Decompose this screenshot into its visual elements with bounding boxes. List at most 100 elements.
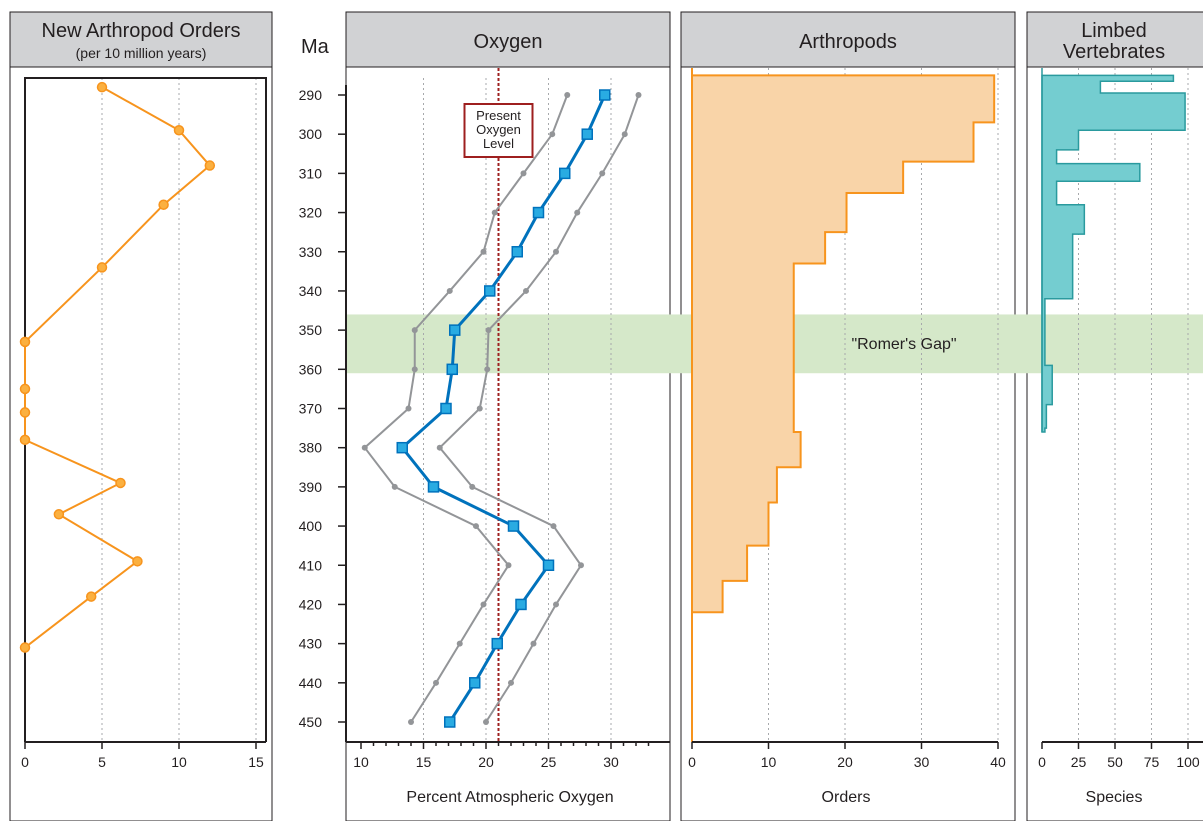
age-axis-tick-label: 340 — [299, 283, 323, 299]
new-orders-point — [85, 591, 97, 602]
header-oxygen — [345, 11, 671, 68]
oxygen-estimate-point — [515, 598, 527, 611]
age-axis-tick-label: 300 — [299, 126, 323, 142]
oxygen-estimate-point — [449, 324, 461, 336]
vertebrates-x-tick-label: 50 — [1107, 754, 1123, 770]
age-axis-tick-label: 430 — [299, 636, 323, 652]
new-orders-point — [53, 509, 65, 520]
oxygen-lower-bound-point — [433, 679, 439, 686]
oxygen-estimate-point — [581, 128, 593, 140]
oxygen-estimate-point — [599, 89, 611, 101]
oxygen-estimate-point — [396, 441, 408, 454]
arthropods-x-tick-label: 30 — [914, 754, 930, 770]
oxygen-x-tick-label: 30 — [603, 754, 619, 770]
vertebrates-x-tick-label: 75 — [1144, 754, 1160, 770]
oxygen-upper-bound-point — [578, 562, 584, 569]
arthropods-title: Arthropods — [799, 31, 897, 53]
age-axis-tick-label: 410 — [299, 557, 323, 573]
oxygen-upper-bound-point — [530, 640, 537, 647]
arthropods-x-tick-label: 40 — [990, 754, 1006, 770]
oxygen-x-tick-label: 20 — [478, 754, 494, 770]
age-axis-tick-label: 390 — [299, 479, 323, 495]
header-arthropods — [680, 11, 1016, 68]
new-orders-title: New Arthropod Orders — [42, 20, 241, 42]
oxygen-upper-bound-point — [599, 170, 606, 177]
new-orders-point — [115, 477, 126, 489]
oxygen-upper-bound-point — [469, 483, 476, 490]
oxygen-lower-bound-point — [480, 601, 487, 608]
new-orders-point — [96, 81, 108, 93]
oxygen-upper-bound-point — [574, 209, 581, 216]
oxygen-upper-bound-point — [508, 679, 514, 686]
oxygen-upper-bound-point — [484, 366, 491, 373]
present-oxygen-label-line: Oxygen — [476, 122, 521, 137]
arthropods-x-tick-label: 20 — [837, 754, 853, 770]
oxygen-lower-bound-point — [473, 523, 479, 530]
arthropods-x-axis-title: Orders — [822, 789, 871, 806]
oxygen-lower-bound-point — [408, 719, 414, 725]
present-oxygen-label-box — [463, 103, 534, 158]
vertebrates-x-tick-label: 25 — [1071, 754, 1087, 770]
vertebrates-bars — [1041, 74, 1186, 433]
oxygen-upper-bound-point — [621, 131, 628, 138]
oxygen-lower-bound-point — [391, 483, 398, 490]
vertebrates-plot: 0 25 50 75 100 — [1038, 68, 1203, 770]
new-orders-point — [204, 160, 216, 171]
oxygen-lower-bound-point — [446, 287, 453, 294]
age-axis-tick-label: 310 — [299, 165, 323, 181]
present-oxygen-label-line: Present — [476, 108, 521, 123]
age-axis-tick-label: 420 — [299, 596, 323, 612]
new-orders-point — [19, 383, 31, 395]
vertebrates-title-line1: Limbed — [1081, 20, 1147, 42]
age-axis-tick-label: 450 — [299, 714, 323, 730]
oxygen-estimate-point — [469, 677, 481, 689]
oxygen-lower-bound-point — [405, 405, 412, 412]
oxygen-estimate-point — [491, 637, 503, 650]
arthropods-plot: 0 10 20 30 40 — [688, 68, 1006, 770]
vertebrates-title-line2: Vertebrates — [1063, 41, 1165, 63]
vertebrates-x-tick-label: 0 — [1038, 754, 1046, 770]
oxygen-title: Oxygen — [474, 31, 543, 53]
new-orders-line — [24, 86, 212, 649]
age-axis-tick-label: 360 — [299, 361, 323, 377]
present-oxygen-label-line: Level — [483, 136, 514, 151]
age-axis-tick-label: 440 — [299, 675, 323, 691]
oxygen-estimate-point — [427, 481, 440, 493]
oxygen-lower-bound-point — [520, 170, 527, 177]
arthropods-x-tick-label: 10 — [761, 754, 777, 770]
age-axis-label: Ma — [301, 36, 330, 58]
age-axis-tick-label: 330 — [299, 244, 323, 260]
oxygen-upper-bound-point — [483, 719, 489, 725]
age-axis-tick-label: 380 — [299, 440, 323, 456]
oxygen-estimate-point — [507, 520, 520, 532]
oxygen-plot: 290 300 310 320 330 340 350 360 370 380 390 400 410 4… — [299, 68, 670, 770]
new-orders-x-tick-label: 0 — [21, 754, 29, 770]
oxygen-x-tick-label: 25 — [541, 754, 557, 770]
oxygen-upper-bound-point — [550, 523, 557, 530]
oxygen-lower-bound-point — [505, 562, 512, 569]
oxygen-lower-bound-point — [411, 327, 418, 334]
oxygen-upper-bound-point — [485, 327, 492, 334]
oxygen-estimate-point — [511, 246, 523, 258]
header-vertebrates — [1026, 11, 1203, 68]
age-axis-tick-label: 350 — [299, 322, 323, 338]
age-axis-tick-label: 400 — [299, 518, 323, 534]
age-axis-tick-label: 290 — [299, 87, 323, 103]
new-orders-subtitle: (per 10 million years) — [76, 45, 207, 61]
age-axis-tick-label: 370 — [299, 401, 323, 417]
vertebrates-x-axis-title: Species — [1086, 789, 1143, 806]
oxygen-lower-bound-point — [564, 92, 571, 98]
oxygen-upper-bound-point — [523, 287, 529, 294]
oxygen-estimate-point — [484, 285, 496, 297]
arthropods-area — [691, 74, 996, 614]
panel-new-orders-frame — [9, 11, 273, 821]
new-orders-x-tick-label: 15 — [248, 754, 264, 770]
oxygen-lower-bound-point — [411, 366, 418, 373]
oxygen-upper-bound-point — [553, 248, 559, 255]
new-orders-point — [173, 125, 185, 136]
oxygen-x-tick-label: 15 — [416, 754, 432, 770]
oxygen-lower-bound-point — [491, 209, 498, 216]
oxygen-upper-bound-point — [553, 601, 559, 608]
oxygen-estimate-point — [446, 363, 458, 376]
